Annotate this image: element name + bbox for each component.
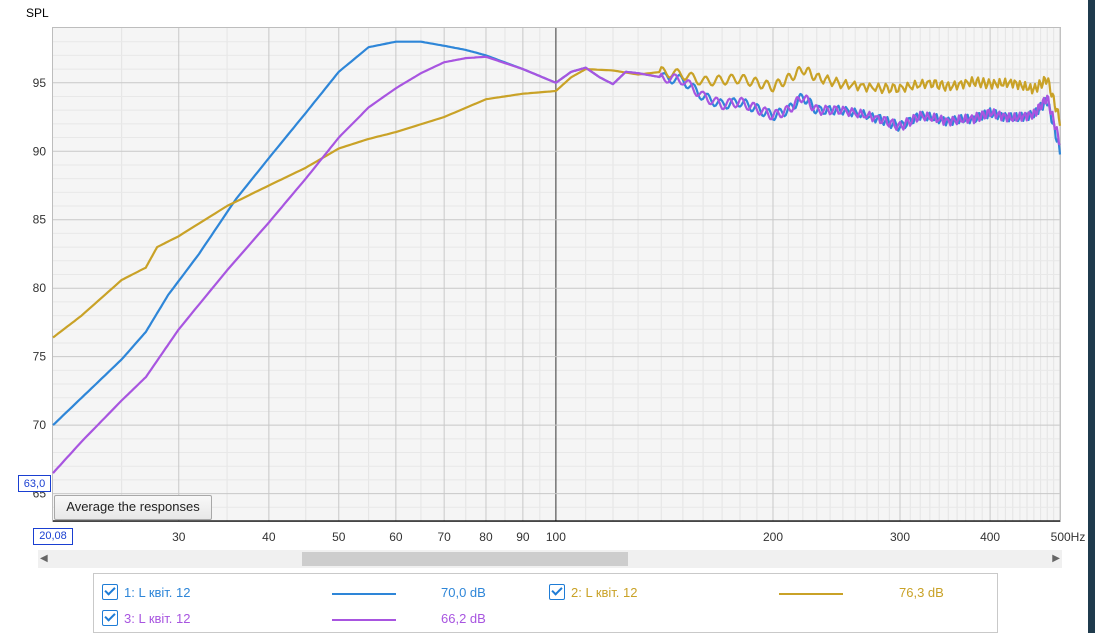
checkbox-checked-icon[interactable] bbox=[102, 610, 118, 626]
y-tick-label: 80 bbox=[33, 281, 47, 295]
x-tick-label: 300 bbox=[890, 530, 910, 544]
legend-item-1[interactable]: 1: L квіт. 12 bbox=[102, 584, 191, 600]
checkbox-checked-icon[interactable] bbox=[102, 584, 118, 600]
arrow-left-icon[interactable]: ◀ bbox=[40, 553, 48, 564]
average-responses-button[interactable]: Average the responses bbox=[54, 495, 212, 520]
legend-swatch-1 bbox=[332, 593, 396, 595]
legend-label-2: 2: L квіт. 12 bbox=[571, 584, 638, 600]
x-tick-label: 90 bbox=[516, 530, 530, 544]
arrow-right-icon[interactable]: ▶ bbox=[1052, 553, 1060, 564]
spl-chart: 30 40 50 60 70 80 90 100 200 300 400 500Hz657075808… bbox=[33, 28, 1086, 544]
y-tick-label: 75 bbox=[33, 350, 47, 364]
x-tick-label: 50 bbox=[332, 530, 346, 544]
legend-swatch-2 bbox=[779, 593, 843, 595]
legend-value-3: 66,2 dB bbox=[441, 611, 486, 626]
y-tick-label: 70 bbox=[33, 418, 47, 432]
x-tick-label: 60 bbox=[389, 530, 403, 544]
x-start-value[interactable]: 20,08 bbox=[33, 528, 73, 545]
x-tick-label: 40 bbox=[262, 530, 276, 544]
legend-label-3: 3: L квіт. 12 bbox=[124, 610, 191, 626]
horizontal-scrollbar[interactable]: ◀ ▶ bbox=[38, 550, 1062, 568]
checkbox-checked-icon[interactable] bbox=[549, 584, 565, 600]
x-tick-label: 70 bbox=[437, 530, 451, 544]
legend-label-1: 1: L квіт. 12 bbox=[124, 584, 191, 600]
x-tick-label: 400 bbox=[980, 530, 1000, 544]
legend-item-2[interactable]: 2: L квіт. 12 bbox=[549, 584, 638, 600]
tick-layer: 30 40 50 60 70 80 90 100 200 300 400 500Hz657075808… bbox=[33, 76, 1086, 544]
x-tick-label: 500Hz bbox=[1051, 530, 1086, 544]
y-tick-label: 90 bbox=[33, 144, 47, 158]
legend-panel: 1: L квіт. 12 70,0 dB 2: L квіт. 12 76,3… bbox=[93, 573, 998, 633]
y-axis-title: SPL bbox=[26, 6, 49, 20]
x-tick-label: 30 bbox=[172, 530, 186, 544]
y-tick-label: 85 bbox=[33, 213, 47, 227]
legend-value-2: 76,3 dB bbox=[899, 585, 944, 600]
legend-swatch-3 bbox=[332, 619, 396, 621]
x-tick-label: 200 bbox=[763, 530, 783, 544]
legend-item-3[interactable]: 3: L квіт. 12 bbox=[102, 610, 191, 626]
window-edge bbox=[1088, 0, 1095, 633]
legend-value-1: 70,0 dB bbox=[441, 585, 486, 600]
scroll-thumb[interactable] bbox=[302, 552, 628, 566]
y-tick-label: 95 bbox=[33, 76, 47, 90]
x-tick-label: 100 bbox=[546, 530, 566, 544]
series-layer bbox=[52, 40, 1062, 474]
series-line-3 bbox=[52, 55, 1061, 474]
x-tick-label: 80 bbox=[479, 530, 493, 544]
grid-layer bbox=[53, 28, 1061, 522]
series-line-2 bbox=[52, 65, 1062, 339]
y-marker-value[interactable]: 63,0 bbox=[18, 475, 51, 492]
